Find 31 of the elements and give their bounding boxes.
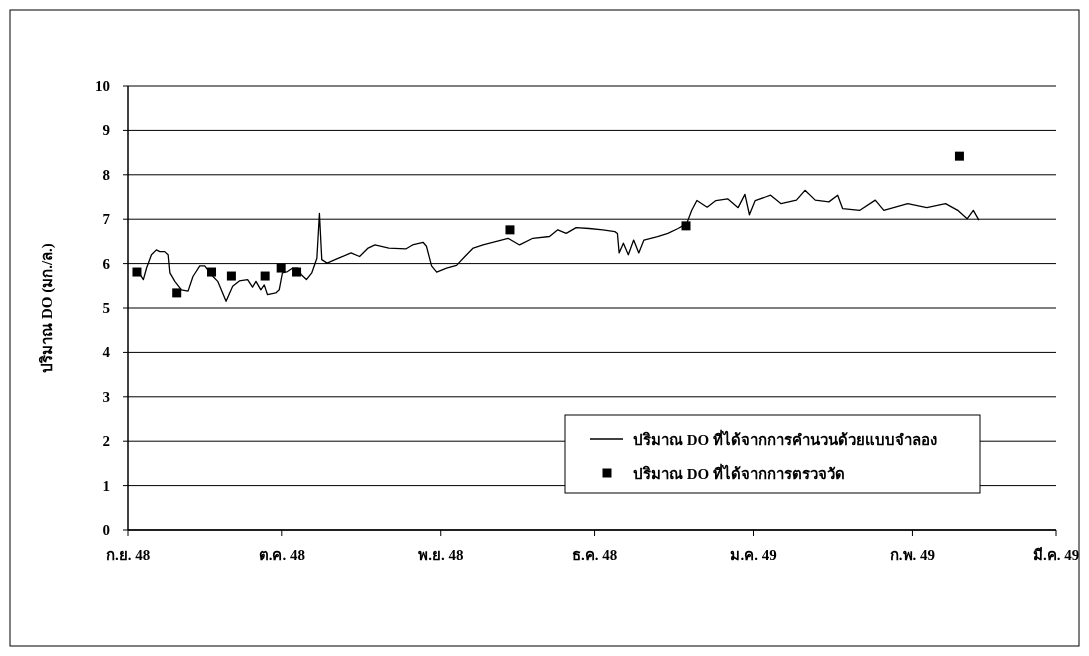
x-tick-label: ก.พ. 49	[889, 547, 936, 563]
y-tick-label: 2	[102, 433, 110, 450]
y-tick-label: 0	[102, 522, 110, 538]
x-tick-label: ธ.ค. 48	[571, 547, 618, 563]
y-axis-title: ปริมาณ DO (มก./ล.)	[38, 243, 56, 373]
point	[226, 271, 236, 281]
y-tick-label: 8	[102, 166, 110, 183]
y-tick-label: 4	[102, 344, 111, 361]
y-tick-label: 1	[102, 477, 110, 494]
y-tick-label: 7	[102, 211, 111, 228]
y-tick-label: 6	[102, 255, 111, 272]
x-tick-label: พ.ย. 48	[418, 547, 464, 563]
x-tick-label: ก.ย. 48	[105, 547, 151, 563]
y-tick-label: 9	[102, 122, 110, 139]
y-tick-label: 5	[102, 300, 110, 316]
x-tick-label: ต.ค. 48	[258, 547, 305, 563]
point	[260, 271, 270, 281]
y-tick-label: 3	[102, 388, 110, 405]
point	[681, 221, 691, 231]
point	[276, 263, 286, 273]
point	[292, 267, 302, 277]
point	[505, 225, 515, 235]
point	[207, 267, 217, 277]
point	[132, 267, 142, 277]
legend-label: ปริมาณ DO ที่ได้จากการตรวจวัด	[633, 463, 845, 482]
x-tick-label: มี.ค. 49	[1032, 547, 1080, 563]
y-tick-label: 10	[95, 78, 110, 94]
x-tick-label: ม.ค. 49	[730, 547, 777, 563]
point	[172, 288, 182, 298]
point	[954, 151, 964, 161]
legend-label: ปริมาณ DO ที่ได้จากการคำนวนด้วยแบบจำลอง	[633, 429, 937, 448]
